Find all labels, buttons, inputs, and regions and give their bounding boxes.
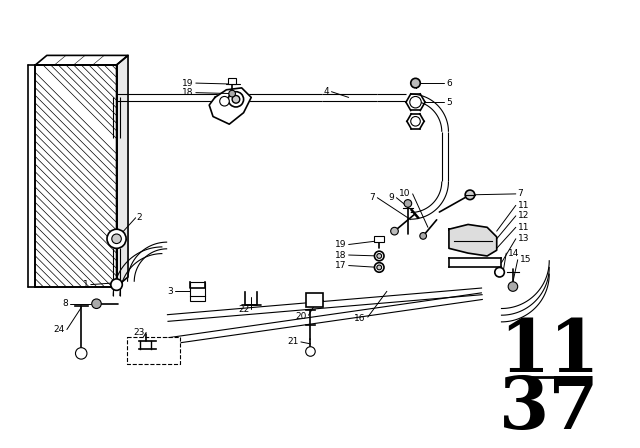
Polygon shape (116, 56, 128, 287)
Text: 22: 22 (238, 305, 250, 314)
Circle shape (228, 92, 244, 107)
Circle shape (508, 282, 518, 291)
Bar (190, 282, 205, 301)
Text: 20: 20 (295, 312, 307, 321)
Circle shape (374, 263, 384, 272)
Bar (374, 236, 384, 241)
Circle shape (410, 96, 421, 108)
Circle shape (377, 254, 381, 258)
Text: 11: 11 (518, 223, 529, 232)
Text: 15: 15 (520, 255, 531, 264)
Text: 14: 14 (508, 249, 520, 258)
Circle shape (390, 227, 398, 235)
Circle shape (92, 299, 101, 309)
Text: 8: 8 (62, 299, 68, 308)
Text: 3: 3 (167, 287, 173, 296)
Polygon shape (449, 224, 497, 256)
Circle shape (111, 279, 122, 290)
Text: 11: 11 (518, 201, 529, 210)
Circle shape (374, 251, 384, 261)
Text: 16: 16 (355, 314, 366, 323)
Circle shape (306, 347, 316, 356)
Text: 4: 4 (324, 87, 330, 96)
Circle shape (107, 229, 126, 248)
Text: 19: 19 (335, 240, 347, 249)
Bar (127, 337, 180, 364)
Bar (35, 65, 116, 287)
Circle shape (404, 200, 412, 207)
Text: 2: 2 (136, 213, 142, 222)
Circle shape (377, 265, 381, 270)
Text: 21: 21 (287, 337, 299, 346)
Text: 10: 10 (399, 190, 411, 198)
Text: 17: 17 (335, 261, 347, 270)
Circle shape (228, 90, 236, 97)
Circle shape (112, 234, 122, 244)
Text: 18: 18 (335, 250, 347, 259)
Text: 7: 7 (518, 190, 524, 198)
Circle shape (495, 267, 504, 277)
Text: 9: 9 (388, 193, 394, 202)
Circle shape (76, 348, 87, 359)
Text: 12: 12 (518, 211, 529, 220)
Text: 1: 1 (83, 280, 89, 289)
Text: 5: 5 (446, 98, 452, 107)
Circle shape (220, 96, 229, 106)
Circle shape (420, 233, 426, 239)
Text: 13: 13 (518, 234, 529, 243)
Polygon shape (35, 56, 128, 65)
Text: 37: 37 (499, 373, 600, 444)
Bar (228, 78, 236, 84)
Text: 23: 23 (133, 328, 144, 337)
Text: 7: 7 (370, 193, 376, 202)
Circle shape (411, 116, 420, 126)
Circle shape (465, 190, 475, 200)
Circle shape (232, 95, 240, 103)
Text: 6: 6 (446, 78, 452, 88)
Circle shape (411, 78, 420, 88)
Text: 11: 11 (499, 316, 600, 387)
Text: 19: 19 (182, 78, 194, 88)
Bar (306, 293, 323, 306)
Text: 24: 24 (54, 325, 65, 334)
Polygon shape (209, 88, 252, 124)
Text: 18: 18 (182, 88, 194, 97)
